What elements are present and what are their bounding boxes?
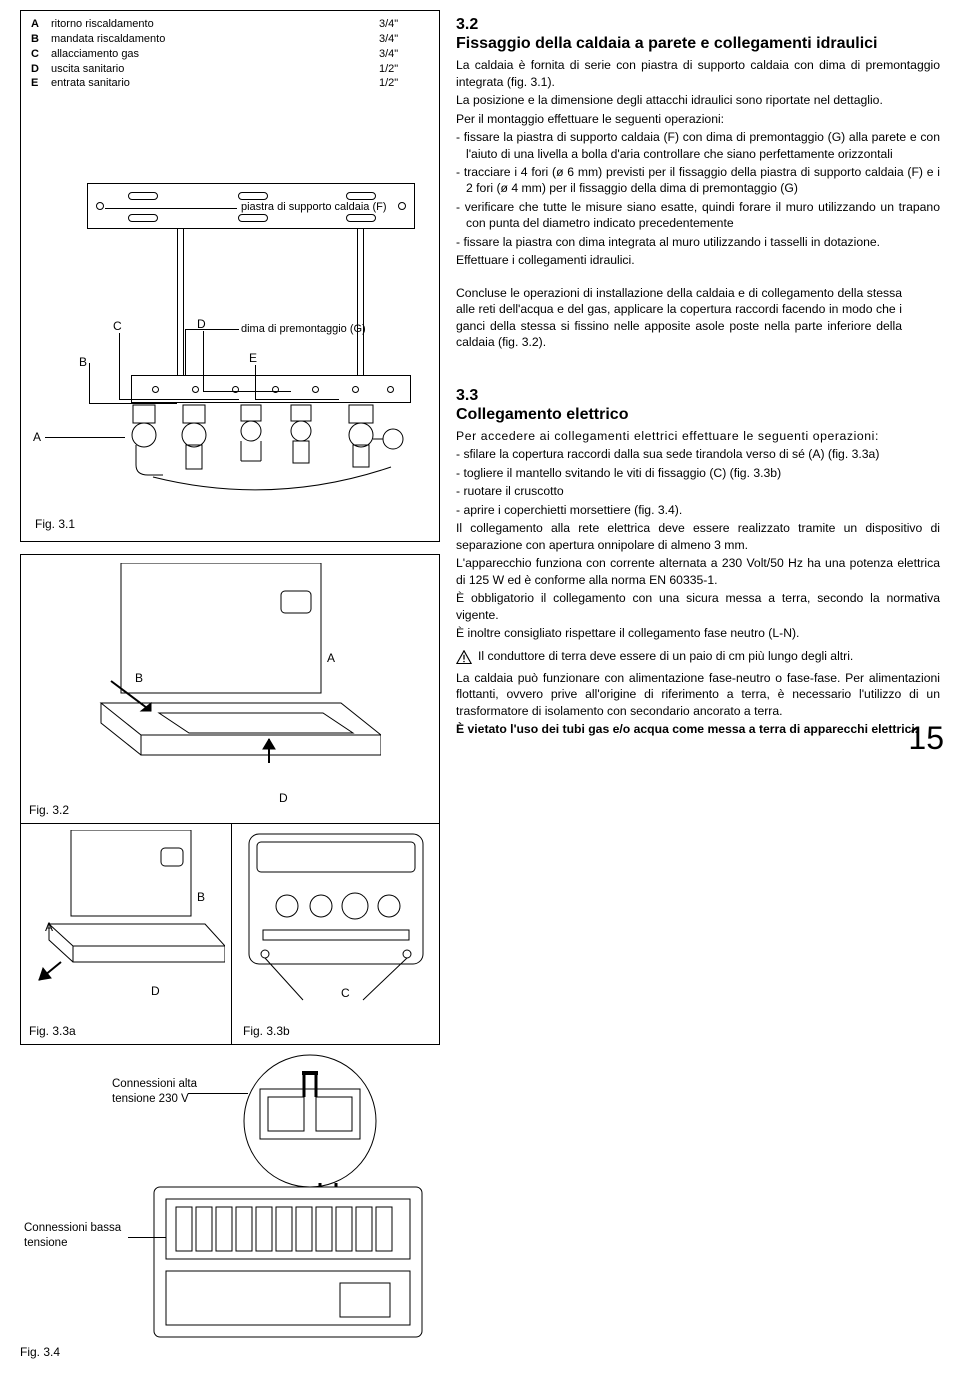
- legend-size: 1/2": [379, 62, 429, 77]
- lv-label: Connessioni bassa tensione: [24, 1221, 134, 1250]
- list-item: - fissare la piastra con dima integrata …: [456, 234, 940, 250]
- marker-a: A: [45, 920, 53, 934]
- legend-row: A ritorno riscaldamento 3/4": [31, 17, 429, 32]
- marker-c: C: [341, 986, 350, 1000]
- list-item: - verificare che tutte le misure siano e…: [456, 199, 940, 232]
- legend-row: B mandata riscaldamento 3/4": [31, 32, 429, 47]
- legend-row: D uscita sanitario 1/2": [31, 62, 429, 77]
- marker-a: A: [33, 430, 41, 444]
- marker-d: D: [197, 317, 206, 331]
- main-board-drawing: [150, 1183, 430, 1353]
- lv-label-text: Connessioni bassa tensione: [24, 1222, 121, 1248]
- marker-a: A: [327, 651, 335, 665]
- section-3-3: 3.3 Collegamento elettrico Per accedere …: [456, 387, 940, 738]
- hv-label-text: Connessioni alta tensione 230 V: [112, 1078, 197, 1104]
- legend-label: allacciamento gas: [51, 47, 379, 62]
- figure-3-3-panel: A B D Fig. 3.3a C Fig. 3.3b: [20, 823, 440, 1045]
- list-item: - ruotare il cruscotto: [456, 483, 940, 499]
- marker-d: D: [151, 984, 160, 998]
- warning-row: Il conduttore di terra deve essere di un…: [456, 648, 940, 664]
- figure-3-2-panel: B A D Fig. 3.2: [20, 554, 440, 824]
- paragraph: Per il montaggio effettuare le seguenti …: [456, 111, 940, 127]
- hv-detail-drawing: [210, 1053, 410, 1193]
- legend-key: D: [31, 62, 51, 77]
- hv-label: Connessioni alta tensione 230 V: [112, 1077, 202, 1106]
- legend-size: 1/2": [379, 76, 429, 91]
- legend-size: 3/4": [379, 47, 429, 62]
- legend-label: entrata sanitario: [51, 76, 379, 91]
- legend-key: E: [31, 76, 51, 91]
- figure-3-3b-drawing: [243, 832, 429, 1012]
- legend-size: 3/4": [379, 32, 429, 47]
- figure-caption: Fig. 3.3a: [29, 1024, 76, 1038]
- marker-e: E: [249, 351, 257, 365]
- paragraph: L'apparecchio funziona con corrente alte…: [456, 555, 940, 588]
- section-number: 3.3: [456, 387, 940, 405]
- section-number: 3.2: [456, 16, 940, 34]
- section-title: Fissaggio della caldaia a parete e colle…: [456, 34, 940, 53]
- figure-3-4-panel: Connessioni alta tensione 230 V: [20, 1053, 440, 1359]
- paragraph: La caldaia può funzionare con alimentazi…: [456, 670, 940, 719]
- marker-b: B: [135, 671, 143, 685]
- figure-3-3a-drawing: [31, 830, 225, 1010]
- legend-label: ritorno riscaldamento: [51, 17, 379, 32]
- marker-c: C: [113, 319, 122, 333]
- list-item: - tracciare i 4 fori (ø 6 mm) previsti p…: [456, 164, 940, 197]
- list-item: - aprire i coperchietti morsettiere (fig…: [456, 502, 940, 518]
- legend-row: C allacciamento gas 3/4": [31, 47, 429, 62]
- page-number: 15: [908, 720, 944, 757]
- figure-caption: Fig. 3.1: [35, 517, 75, 531]
- paragraph: È inoltre consigliato rispettare il coll…: [456, 625, 940, 641]
- marker-b: B: [79, 355, 87, 369]
- legend-key: A: [31, 17, 51, 32]
- section-3-2: 3.2 Fissaggio della caldaia a parete e c…: [456, 16, 940, 351]
- paragraph-bold: È vietato l'uso dei tubi gas e/o acqua c…: [456, 721, 940, 737]
- legend-key: B: [31, 32, 51, 47]
- legend-table: A ritorno riscaldamento 3/4" B mandata r…: [31, 17, 429, 91]
- paragraph: Effettuare i collegamenti idraulici.: [456, 252, 940, 268]
- figure-3-1-panel: A ritorno riscaldamento 3/4" B mandata r…: [20, 10, 440, 542]
- legend-size: 3/4": [379, 17, 429, 32]
- paragraph: Concluse le operazioni di installazione …: [456, 285, 940, 351]
- paragraph: È obbligatorio il collegamento con una s…: [456, 590, 940, 623]
- fittings-row: [123, 395, 423, 495]
- figure-caption: Fig. 3.4: [20, 1345, 60, 1359]
- legend-row: E entrata sanitario 1/2": [31, 76, 429, 91]
- label-plate-f: piastra di supporto caldaia (F): [241, 201, 387, 213]
- figure-3-1-drawing: piastra di supporto caldaia (F) dima di …: [31, 95, 429, 535]
- marker-d: D: [279, 791, 288, 805]
- marker-b: B: [197, 890, 205, 904]
- figure-3-2-drawing: [81, 563, 381, 793]
- legend-key: C: [31, 47, 51, 62]
- list-item: - togliere il mantello svitando le viti …: [456, 465, 940, 481]
- legend-label: mandata riscaldamento: [51, 32, 379, 47]
- paragraph: La posizione e la dimensione degli attac…: [456, 92, 940, 108]
- legend-label: uscita sanitario: [51, 62, 379, 77]
- paragraph: La caldaia è fornita di serie con piastr…: [456, 57, 940, 90]
- warning-text: Il conduttore di terra deve essere di un…: [478, 648, 853, 664]
- figure-caption: Fig. 3.3b: [243, 1024, 290, 1038]
- figure-caption: Fig. 3.2: [29, 803, 69, 817]
- warning-icon: [456, 650, 472, 664]
- section-title: Collegamento elettrico: [456, 405, 940, 424]
- list-item: - fissare la piastra di supporto caldaia…: [456, 129, 940, 162]
- paragraph: Il collegamento alla rete elettrica deve…: [456, 520, 940, 553]
- paragraph: Per accedere ai collegamenti elettrici e…: [456, 428, 940, 444]
- label-template-g: dima di premontaggio (G): [241, 323, 366, 335]
- list-item: - sfilare la copertura raccordi dalla su…: [456, 446, 940, 462]
